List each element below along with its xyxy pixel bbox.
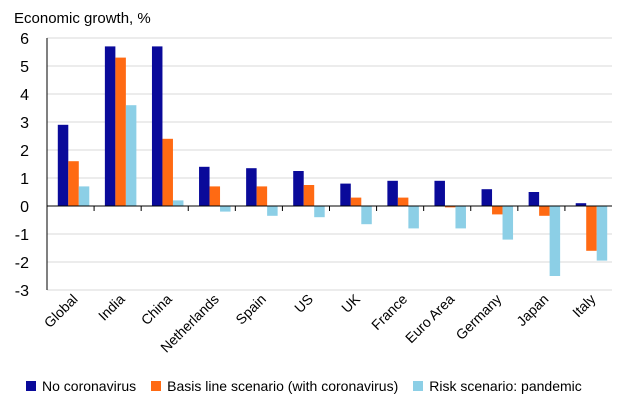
bar (246, 168, 257, 206)
x-tick-label: Italy (569, 291, 598, 320)
bar (502, 206, 514, 240)
bar (434, 180, 445, 206)
bar (267, 206, 278, 216)
bar (172, 200, 184, 206)
bar (68, 161, 79, 206)
bar (575, 203, 587, 206)
x-tick-label: Japan (513, 291, 551, 329)
x-tick-label: UK (338, 290, 364, 316)
bar (549, 206, 561, 276)
bar (303, 185, 315, 206)
legend-swatch (413, 381, 424, 391)
x-tick-label: Euro Area (402, 291, 457, 346)
y-axis-label: Economic growth, % (14, 10, 151, 27)
x-tick-label: Global (41, 291, 81, 331)
y-tick-label: 1 (20, 171, 29, 188)
legend-label: Risk scenario: pandemic (429, 378, 582, 394)
legend-item: Risk scenario: pandemic (413, 378, 582, 394)
legend-label: Basis line scenario (with coronavirus) (167, 378, 399, 394)
bar (408, 206, 419, 229)
bar (481, 189, 493, 206)
bar (115, 57, 126, 206)
x-tick-label: China (138, 291, 175, 328)
x-tick-label: Spain (232, 291, 269, 328)
y-tick-label: -1 (15, 227, 29, 244)
bar (444, 206, 456, 208)
legend-swatch (26, 381, 36, 391)
y-tick-label: 0 (20, 199, 29, 216)
bar (220, 206, 231, 212)
legend-item: Basis line scenario (with coronavirus) (151, 378, 398, 394)
bar (492, 206, 503, 215)
y-tick-label: 2 (20, 143, 29, 160)
bar (209, 186, 221, 206)
y-tick-label: 6 (20, 31, 29, 48)
y-tick-label: 3 (20, 115, 29, 132)
y-tick-label: -3 (15, 283, 29, 300)
bar (539, 206, 550, 216)
x-tick-label: Germany (452, 291, 504, 343)
bar (455, 206, 466, 229)
x-tick-label: France (368, 291, 410, 333)
legend-item: No coronavirus (26, 378, 136, 394)
bar (104, 46, 116, 207)
bar (199, 166, 210, 206)
y-tick-label: -2 (15, 255, 29, 272)
bar (293, 171, 304, 206)
bar (256, 186, 268, 206)
legend-label: No coronavirus (42, 378, 137, 394)
bar (314, 206, 325, 218)
bar (387, 180, 398, 206)
legend-swatch (151, 381, 162, 391)
bar (350, 197, 362, 206)
bar (151, 46, 163, 207)
bar (162, 138, 173, 206)
bar (78, 186, 90, 206)
y-tick-label: 4 (20, 87, 29, 104)
bar (586, 206, 597, 251)
y-tick-label: 5 (20, 59, 29, 76)
x-tick-label: US (291, 291, 316, 316)
bar (397, 197, 409, 206)
bar (361, 206, 372, 225)
bar (340, 183, 351, 206)
bar (125, 105, 137, 206)
legend: No coronavirus Basis line scenario (with … (26, 378, 597, 394)
bar (596, 206, 608, 261)
bar (528, 192, 540, 206)
bar (57, 124, 69, 206)
x-tick-label: India (95, 291, 128, 324)
